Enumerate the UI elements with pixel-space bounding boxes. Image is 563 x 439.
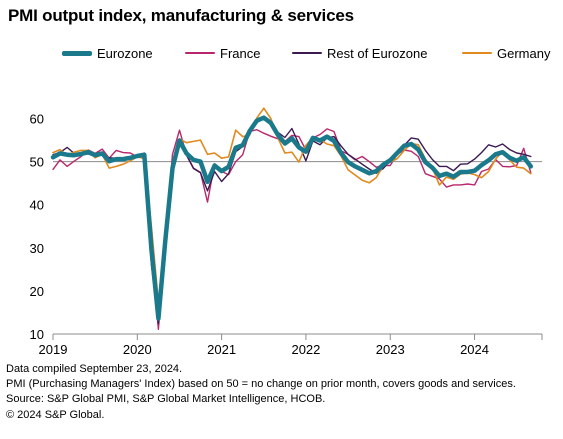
footnote-data-compiled: Data compiled September 23, 2024.	[6, 363, 183, 375]
legend-label: Rest of Eurozone	[327, 45, 428, 61]
legend-item-france: France	[185, 44, 260, 62]
y-tick-label: 60	[30, 112, 44, 127]
legend-item-eurozone: Eurozone	[62, 44, 153, 62]
series-line-rest-of-eurozone	[52, 116, 532, 325]
x-tick-label: 2022	[291, 342, 320, 357]
legend-label: France	[220, 45, 261, 61]
y-tick-label: 50	[30, 155, 44, 170]
footnote-pmi-definition: PMI (Purchasing Managers' Index) based o…	[6, 378, 516, 391]
footnotes: Data compiled September 23, 2024. PMI (P…	[6, 362, 516, 423]
series-line-france	[52, 128, 532, 330]
y-tick-label: 40	[30, 198, 44, 213]
chart-title: PMI output index, manufacturing & servic…	[8, 6, 354, 25]
x-tick-label: 2021	[207, 342, 236, 357]
legend-item-germany: Germany	[462, 44, 550, 62]
y-tick-label: 10	[30, 327, 44, 342]
pmi-line-chart: 10 20 30 40 50 60 2019 2020 2021 2022 2023 2024	[30, 107, 543, 357]
footnote-source: Source: S&P Global PMI, S&P Global Marke…	[6, 393, 326, 406]
x-tick-label: 2019	[39, 342, 68, 357]
legend-swatch	[292, 52, 322, 54]
legend-swatch	[185, 52, 215, 54]
y-tick-label: 20	[30, 284, 44, 299]
legend-swatch	[62, 50, 92, 56]
footnote-copyright: © 2024 S&P Global.	[6, 408, 105, 421]
legend-label: Germany	[497, 45, 551, 61]
series-line-eurozone	[50, 115, 534, 321]
y-tick-label: 30	[30, 241, 44, 256]
x-tick-label: 2023	[376, 342, 405, 357]
legend-item-rest-of-eurozone: Rest of Eurozone	[292, 44, 427, 62]
legend-swatch	[462, 52, 492, 54]
x-tick-label: 2024	[460, 342, 489, 357]
legend: Eurozone France Rest of Eurozone Germany	[0, 44, 563, 62]
x-tick-label: 2020	[123, 342, 152, 357]
legend-label: Eurozone	[97, 45, 153, 61]
